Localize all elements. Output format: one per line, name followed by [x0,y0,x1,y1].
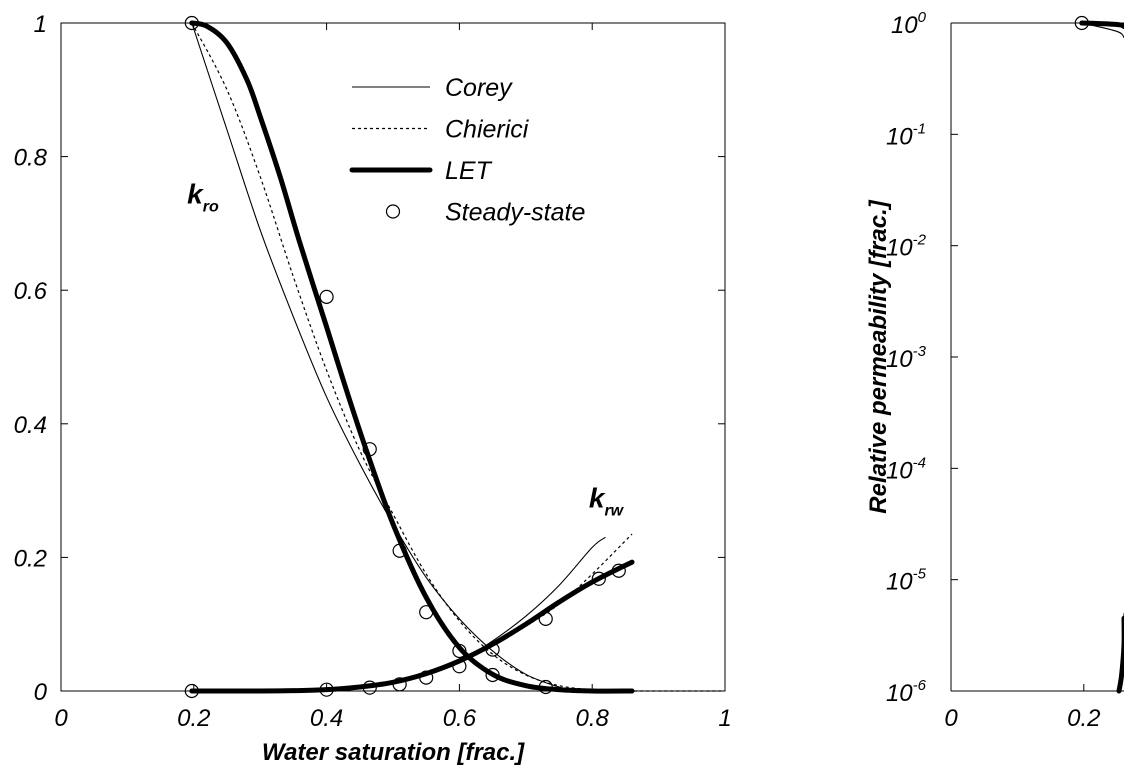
curve-annotation-ro: kro [187,178,219,215]
left-plot-frame [60,22,726,692]
legend-label-let: LET [445,157,493,185]
tick-base: 10 [886,457,913,484]
y-tick-label: 1 [34,11,47,38]
y-axis-title: Relative permeability [frac.] [865,199,892,513]
steady-state-point [611,563,626,578]
steady-state-point [485,642,500,657]
left-axis-ticks: 0 0.2 0.4 0.6 0.8 1 0 0.2 0.4 0.6 0.8 1 [14,11,732,732]
tick-base: 10 [886,235,913,262]
x-tick-label: 0.6 [443,705,477,732]
y-tick-label: 0.4 [14,412,47,439]
tick-exponent: -5 [913,566,927,583]
legend-label-steady-state: Steady-state [445,199,585,227]
linear-chart-panel: 0 0.2 0.4 0.6 0.8 1 0 0.2 0.4 0.6 0.8 1 Water satur… [14,11,732,766]
tick-exponent: 0 [918,9,927,26]
steady-state-point [485,667,500,683]
steady-state-point [184,683,199,699]
tick-base: 10 [891,12,918,39]
legend-marker-steady-state [385,204,401,219]
left-steady-state-markers [184,15,626,699]
x-tick-label: 0 [54,705,68,732]
tick-exponent: -3 [913,343,927,360]
let-kro-line [189,20,635,694]
legend-label-chierici: Chierici [445,116,530,144]
chierici-kro-line [191,22,626,692]
tick-base: 10 [886,680,913,707]
log-x-tick-label: 0 [944,705,958,732]
legend-label-corey: Corey [445,74,513,102]
y-tick-label: 0.2 [14,545,47,572]
log-y-tick-label: 10-5 [886,566,927,596]
log-x-tick-label: 0.2 [1067,705,1100,732]
right-steady-state-markers [1074,15,1089,31]
let-kro-log-line [1079,20,1124,30]
steady-state-point [538,679,553,695]
steady-state-point [184,15,199,31]
chart-legend: Corey Chierici LET Steady-state [349,74,585,227]
tick-exponent: -6 [913,677,927,694]
y-tick-label: 0.6 [14,278,48,305]
steady-state-point [452,659,467,674]
tick-exponent: -2 [913,232,927,249]
steady-state-point [392,677,407,692]
corey-kro-log-line [1081,22,1124,38]
x-axis-title: Water saturation [frac.] [262,739,525,766]
right-series-lines [1079,20,1124,694]
let-krw-line [189,559,635,694]
steady-state-point [1074,15,1089,31]
log-y-tick-label: 10-4 [886,454,926,484]
steady-state-point [319,289,334,304]
x-tick-label: 0.2 [177,705,210,732]
let-krw-log-line [1116,615,1124,694]
annotation-subscript: ro [203,198,219,215]
steady-state-point [319,682,334,697]
curve-annotation-rw: krw [589,482,625,519]
steady-state-point [362,680,377,695]
x-tick-label: 1 [718,705,731,732]
annotation-base: k [589,482,606,513]
tick-base: 10 [886,569,913,596]
log-y-tick-label: 10-2 [886,232,927,262]
steady-state-point [452,643,467,659]
steady-state-point [538,611,553,626]
steady-state-point [362,442,377,457]
log-y-tick-label: 10-1 [886,120,926,150]
annotation-subscript: rw [604,502,624,519]
steady-state-point [419,605,434,620]
x-tick-label: 0.4 [310,705,343,732]
y-tick-label: 0.8 [14,145,48,172]
left-series-lines [189,20,722,694]
tick-exponent: -4 [913,454,926,471]
tick-exponent: -1 [913,120,926,137]
steady-state-point [419,670,434,685]
log-y-tick-label: 10-3 [886,343,927,373]
log-y-tick-label: 100 [891,9,927,39]
tick-base: 10 [886,123,913,150]
tick-base: 10 [886,346,913,373]
y-tick-label: 0 [34,679,48,706]
steady-state-point [392,543,407,558]
chierici-krw-line [191,533,633,692]
corey-kro-line [191,22,580,692]
log-y-tick-label: 10-6 [886,677,927,707]
steady-state-point [591,571,606,586]
annotation-base: k [187,178,204,209]
x-tick-label: 0.8 [576,705,610,732]
